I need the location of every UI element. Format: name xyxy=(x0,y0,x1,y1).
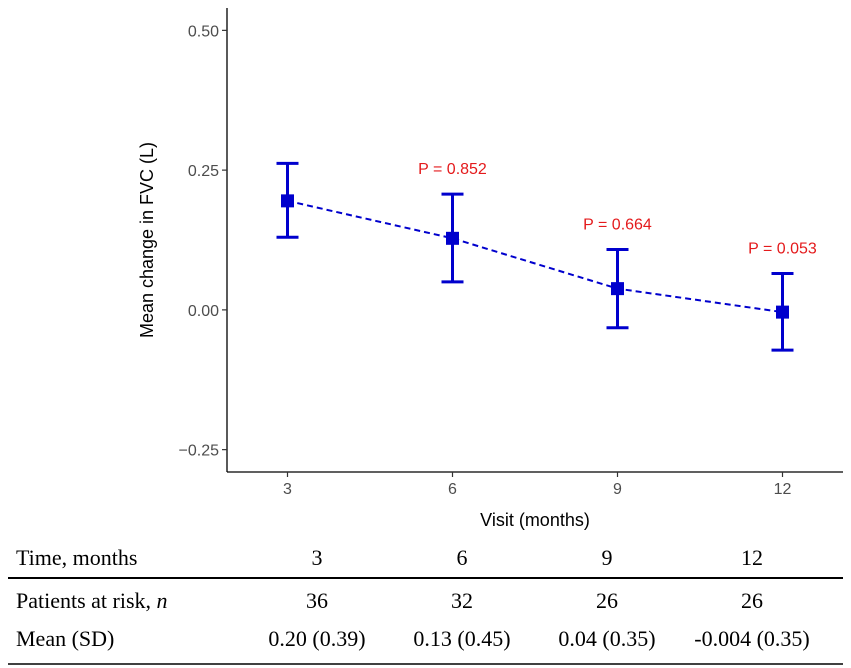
table-cell: 32 xyxy=(451,588,473,613)
table-header-value: 12 xyxy=(741,545,763,570)
annotation-layer: P = 0.852 P = 0.664 P = 0.053 xyxy=(418,161,817,257)
table-cell: -0.004 (0.35) xyxy=(694,626,809,651)
table-header-value: 9 xyxy=(602,545,613,570)
x-tick-label: 6 xyxy=(448,481,457,498)
x-tick-label: 9 xyxy=(613,481,622,498)
table-row-label: Mean (SD) xyxy=(16,626,114,651)
series-line xyxy=(287,199,783,314)
table-row-label-main: Mean (SD) xyxy=(16,626,114,651)
y-tick-label: 0.50 xyxy=(188,23,219,40)
table-header-value: 3 xyxy=(312,545,323,570)
data-point-marker xyxy=(281,194,294,208)
table-cell: 26 xyxy=(741,588,763,613)
table-cell: 0.13 (0.45) xyxy=(413,626,510,651)
data-point-marker xyxy=(611,282,624,296)
series-layer xyxy=(276,161,794,352)
table-header-label: Time, months xyxy=(16,545,137,570)
table-row-label-main: Patients at risk, xyxy=(16,588,157,613)
x-axis-ticks: 3 6 9 12 xyxy=(283,472,792,498)
table-row-label-italic: n xyxy=(157,588,168,613)
p-value-annotation: P = 0.053 xyxy=(748,241,817,258)
x-tick-label: 12 xyxy=(774,481,792,498)
y-tick-label: −0.25 xyxy=(179,443,220,460)
x-tick-label: 3 xyxy=(283,481,292,498)
table-cell: 0.20 (0.39) xyxy=(268,626,365,651)
table-header-value: 6 xyxy=(457,545,468,570)
table-cell: 0.04 (0.35) xyxy=(558,626,655,651)
x-axis-title: Visit (months) xyxy=(480,510,590,530)
y-axis-ticks: −0.25 0.00 0.25 0.50 xyxy=(179,23,227,460)
risk-table: Time, months 3 6 9 12 Patients at risk, … xyxy=(8,545,843,665)
table-cell: 36 xyxy=(306,588,328,613)
table-row-label: Patients at risk, n xyxy=(16,588,168,613)
table-cell: 26 xyxy=(596,588,618,613)
y-tick-label: 0.25 xyxy=(188,163,219,180)
y-tick-label: 0.00 xyxy=(188,303,219,320)
p-value-annotation: P = 0.852 xyxy=(418,161,487,178)
data-point-marker xyxy=(446,231,459,245)
y-axis-title: Mean change in FVC (L) xyxy=(137,142,157,338)
plot-area: −0.25 0.00 0.25 0.50 3 6 9 12 P = 0.852 P = 0.6… xyxy=(137,8,843,530)
p-value-annotation: P = 0.664 xyxy=(583,217,652,234)
data-point-marker xyxy=(776,305,789,319)
